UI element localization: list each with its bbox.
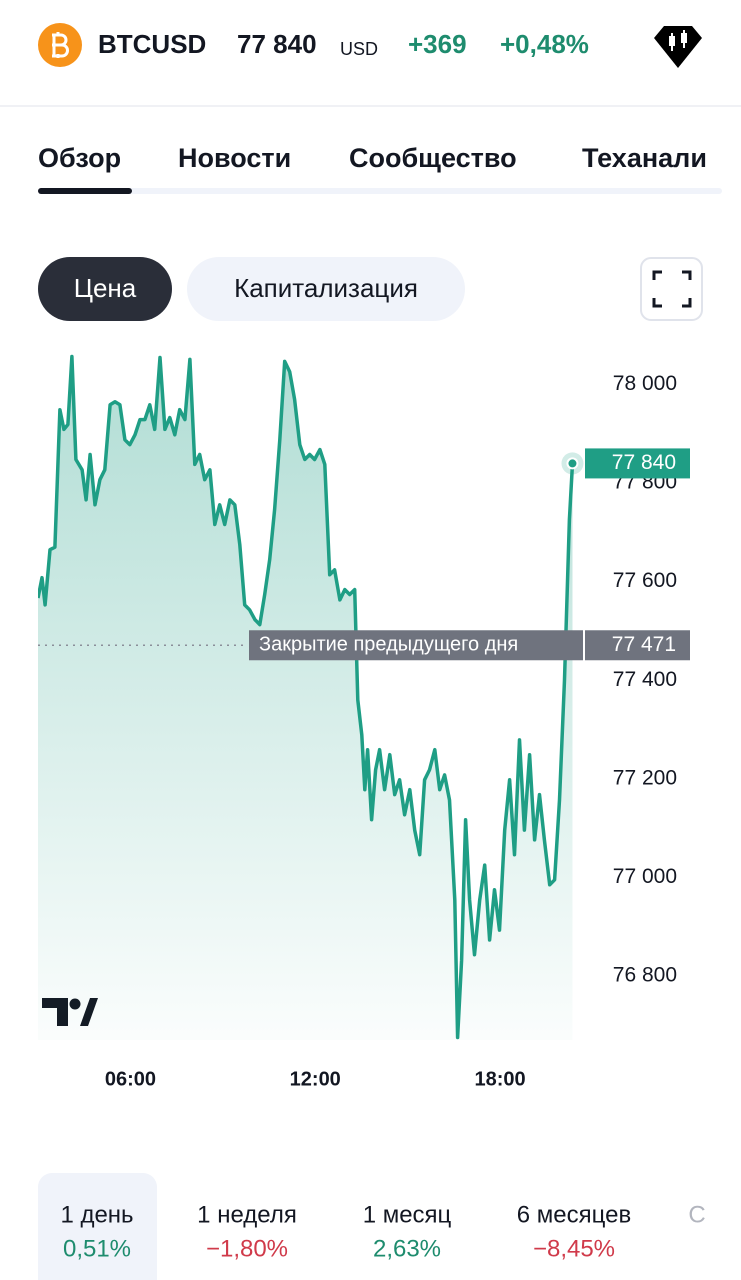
y-tick-label: 77 400: [613, 668, 677, 691]
last-price-value: 77 840: [612, 451, 676, 474]
change-percent: +0,48%: [500, 29, 589, 59]
btc-glyph: [52, 32, 69, 58]
prev-close-value: 77 471: [612, 633, 676, 656]
prev-close-badge: [585, 630, 690, 661]
x-tick-label: 12:00: [290, 1068, 341, 1090]
symbol: BTCUSD: [98, 29, 206, 59]
period-change: 2,63%: [373, 1235, 441, 1262]
price: 77 840: [237, 29, 317, 59]
period-label[interactable]: 1 неделя: [197, 1201, 297, 1228]
period-label[interactable]: 6 месяцев: [517, 1201, 631, 1228]
price-line: [38, 354, 575, 1040]
tab-indicator: [38, 188, 132, 194]
tab[interactable]: Обзор: [38, 143, 121, 173]
last-price-badge: [585, 448, 690, 479]
period-label[interactable]: 1 день: [60, 1201, 133, 1228]
toggle-label[interactable]: Цена: [74, 273, 137, 303]
change: +369: [408, 29, 467, 59]
y-tick-label: 77 000: [613, 865, 677, 888]
y-tick-label: 78 000: [613, 372, 677, 395]
area: [38, 356, 573, 1040]
toggle-inactive[interactable]: [187, 257, 465, 321]
fullscreen-button[interactable]: [640, 257, 703, 321]
toggle-label[interactable]: Капитализация: [234, 273, 418, 303]
period-label[interactable]: 1 месяц: [363, 1201, 452, 1228]
pro-icon[interactable]: [654, 26, 702, 68]
period-change: 0,51%: [63, 1235, 131, 1262]
currency: USD: [340, 39, 378, 59]
plot: [38, 354, 575, 1040]
period-change: −8,45%: [533, 1235, 615, 1262]
period-change: −1,80%: [206, 1235, 288, 1262]
last-point: [566, 457, 579, 470]
prev-close-label-bg: [249, 630, 583, 661]
toggle-active[interactable]: [38, 257, 172, 321]
period-active[interactable]: [38, 1173, 157, 1280]
prev-close-label: Закрытие предыдущего дня: [259, 634, 518, 656]
x-tick-label: 06:00: [105, 1068, 156, 1090]
x-tick-label: 18:00: [474, 1068, 525, 1090]
tab-track: [38, 188, 722, 194]
period-label[interactable]: С: [688, 1201, 705, 1228]
tab[interactable]: Теханали: [582, 143, 707, 173]
y-tick-label: 76 800: [613, 963, 677, 986]
tab[interactable]: Сообщество: [349, 143, 517, 173]
y-tick-label: 77 600: [613, 569, 677, 592]
tab[interactable]: Новости: [178, 143, 291, 173]
y-tick-label: 77 200: [613, 766, 677, 789]
